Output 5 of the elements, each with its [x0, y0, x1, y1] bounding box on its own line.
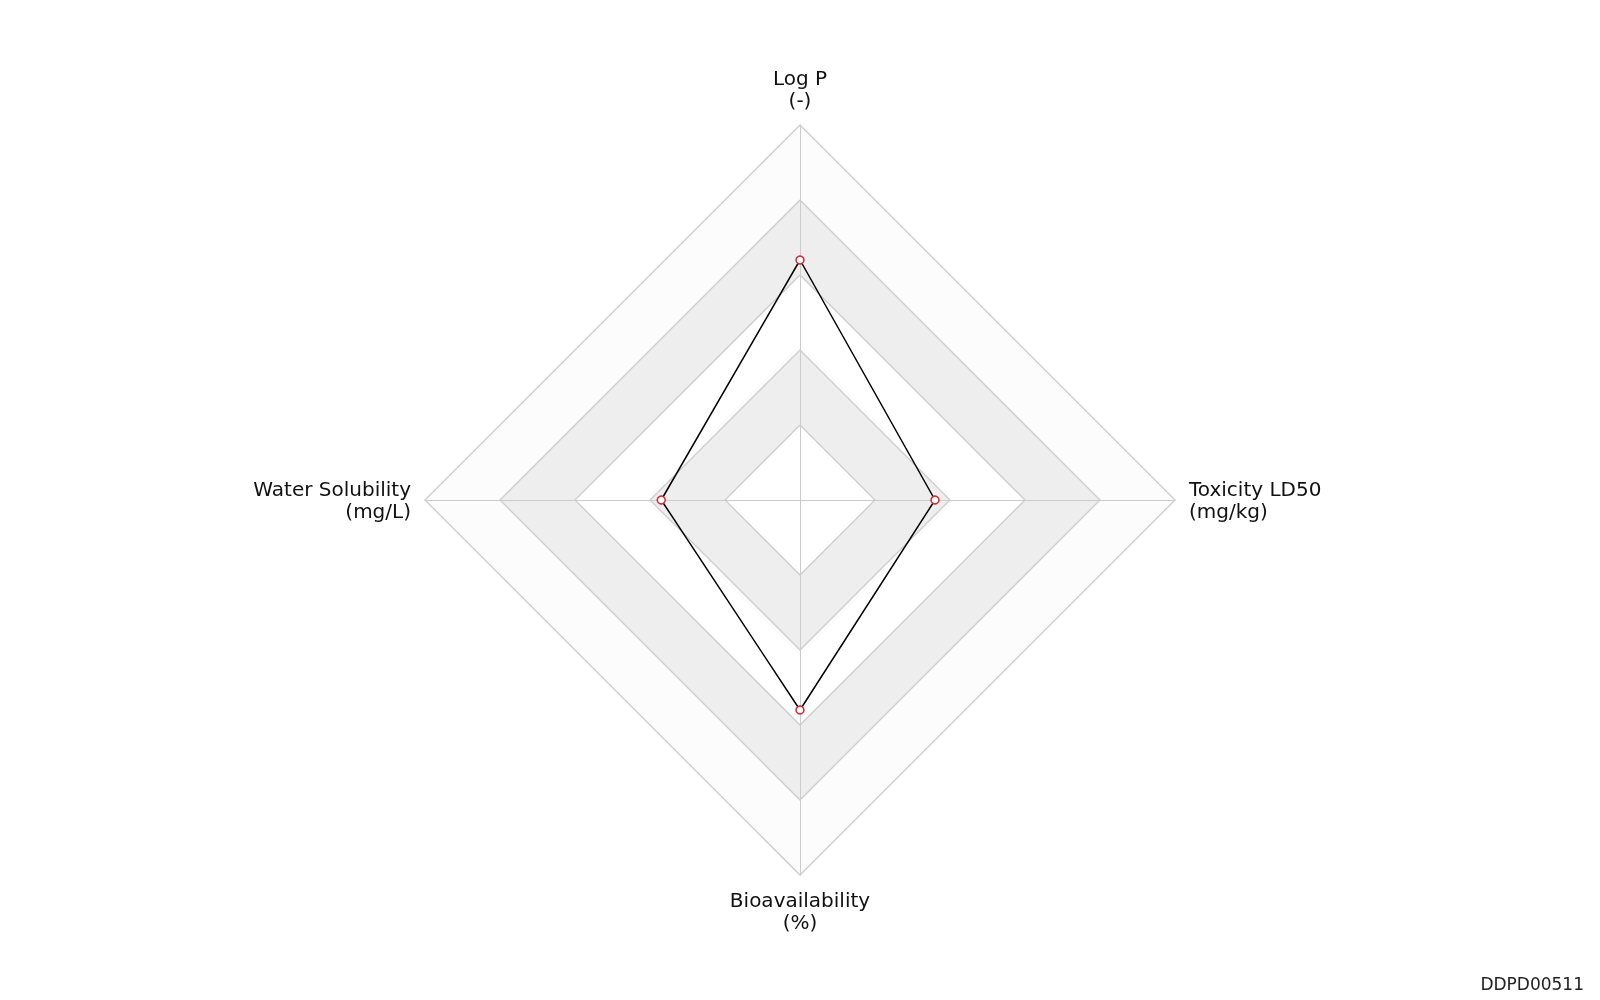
spoke-label: Water Solubility (mg/L)	[253, 477, 412, 523]
text: DDPD00511	[1480, 973, 1585, 994]
spoke-label: Bioavailability (%)	[729, 888, 871, 934]
spoke-label: Log P (-)	[772, 66, 828, 112]
spoke-label: Toxicity LD50 (mg/kg)	[1188, 477, 1322, 523]
